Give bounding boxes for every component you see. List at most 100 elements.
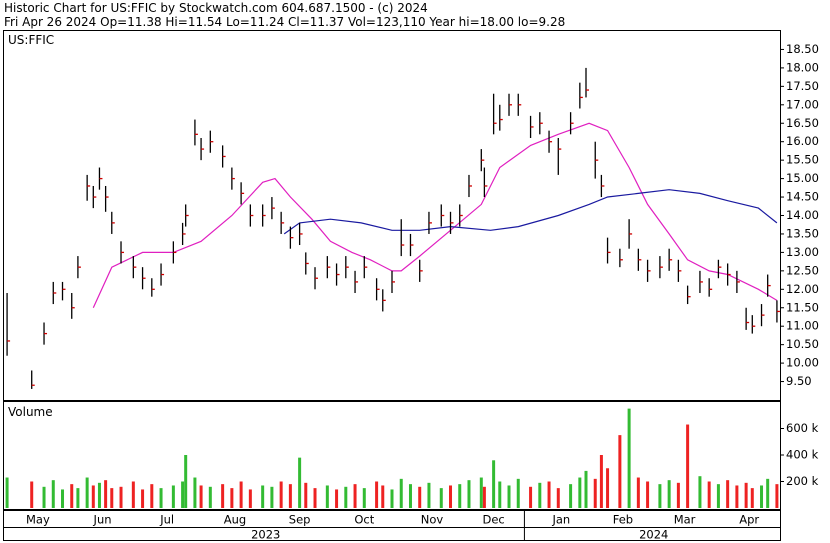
y-tick-label: 17.50 bbox=[786, 79, 819, 93]
volume-label: Volume bbox=[8, 405, 53, 419]
header-line: Fri Apr 26 2024 Op=11.38 Hi=11.54 Lo=11.… bbox=[4, 15, 565, 29]
y-tick-label: 15.00 bbox=[786, 171, 819, 185]
volume-bar bbox=[627, 408, 631, 508]
volume-bar bbox=[91, 485, 95, 508]
volume-bar bbox=[248, 489, 252, 508]
x-tick-label: Apr bbox=[739, 513, 759, 527]
volume-bar bbox=[184, 455, 188, 508]
volume-bar bbox=[427, 482, 431, 508]
y-tick-label: 18.50 bbox=[786, 42, 819, 56]
date-axis bbox=[3, 510, 781, 541]
y-tick-label: 12.50 bbox=[786, 263, 819, 277]
volume-bar bbox=[584, 470, 588, 508]
volume-bar bbox=[61, 489, 65, 508]
volume-bar bbox=[344, 486, 348, 508]
x-tick-label: Mar bbox=[674, 513, 696, 527]
y-tick-label: 12.00 bbox=[786, 282, 819, 296]
x-tick-label: Sep bbox=[289, 513, 311, 527]
volume-bar bbox=[408, 484, 412, 508]
volume-bar bbox=[569, 484, 573, 508]
volume-bar bbox=[97, 482, 101, 508]
volume-bar bbox=[599, 455, 603, 508]
volume-bar bbox=[313, 488, 317, 508]
y-tick-label: 11.50 bbox=[786, 300, 819, 314]
x-tick-label: Dec bbox=[482, 513, 504, 527]
volume-bar bbox=[449, 485, 453, 508]
y-tick-label: 11.00 bbox=[786, 319, 819, 333]
volume-bar bbox=[110, 488, 114, 508]
y-tick-label: 13.50 bbox=[786, 226, 819, 240]
volume-bar bbox=[141, 489, 145, 508]
volume-bar bbox=[766, 478, 770, 508]
x-tick-label: Jun bbox=[93, 513, 112, 527]
volume-bar bbox=[646, 481, 650, 508]
volume-bar bbox=[221, 484, 225, 508]
volume-bar bbox=[51, 480, 55, 508]
volume-bar bbox=[76, 488, 80, 508]
volume-bar bbox=[735, 485, 739, 508]
volume-bar bbox=[390, 489, 394, 508]
y-tick-label: 200 k bbox=[786, 474, 819, 488]
volume-bar bbox=[618, 435, 622, 508]
x-tick-label: Feb bbox=[613, 513, 633, 527]
volume-bar bbox=[42, 486, 46, 508]
volume-bar bbox=[335, 489, 339, 508]
y-tick-label: 400 k bbox=[786, 448, 819, 462]
volume-bar bbox=[150, 484, 154, 508]
moving-average bbox=[92, 122, 778, 309]
moving-average bbox=[283, 189, 778, 235]
volume-bar bbox=[686, 424, 690, 508]
volume-bar bbox=[304, 482, 308, 508]
header-line: Historic Chart for US:FFIC by Stockwatch… bbox=[4, 1, 428, 15]
volume-bar bbox=[288, 484, 292, 508]
volume-bar bbox=[375, 481, 379, 508]
volume-bar bbox=[458, 484, 462, 508]
y-tick-label: 9.50 bbox=[786, 374, 812, 388]
volume-bar bbox=[30, 481, 34, 508]
volume-bar bbox=[325, 485, 329, 508]
volume-bar bbox=[418, 486, 422, 508]
volume-bar bbox=[119, 486, 123, 508]
y-tick-label: 10.50 bbox=[786, 337, 819, 351]
volume-bar bbox=[667, 480, 671, 508]
volume-bar bbox=[70, 484, 74, 508]
volume-bar bbox=[199, 485, 203, 508]
y-tick-label: 18.00 bbox=[786, 60, 819, 74]
x-tick-label: Nov bbox=[421, 513, 444, 527]
volume-bar bbox=[698, 476, 702, 508]
volume-bar bbox=[760, 485, 764, 508]
volume-bar bbox=[516, 478, 520, 508]
volume-bar bbox=[159, 488, 163, 508]
volume-bar bbox=[479, 477, 483, 508]
volume-bar bbox=[381, 485, 385, 508]
volume-bar bbox=[492, 460, 496, 508]
volume-bar bbox=[279, 481, 283, 508]
volume-bar bbox=[716, 484, 720, 508]
x-tick-label: Jul bbox=[159, 513, 174, 527]
symbol-label: US:FFIC bbox=[8, 33, 54, 47]
volume-bar bbox=[538, 482, 542, 508]
y-tick-label: 15.50 bbox=[786, 153, 819, 167]
volume-bar bbox=[636, 477, 640, 508]
y-tick-label: 10.00 bbox=[786, 356, 819, 370]
volume-bar bbox=[104, 480, 108, 508]
x-tick-label: Oct bbox=[354, 513, 374, 527]
volume-bar bbox=[606, 468, 610, 508]
volume-bar bbox=[298, 457, 302, 508]
volume-bar bbox=[261, 485, 265, 508]
volume-bar bbox=[744, 482, 748, 508]
year-label: 2023 bbox=[251, 528, 280, 542]
volume-bar bbox=[593, 478, 597, 508]
volume-bar bbox=[750, 488, 754, 508]
volume-bar bbox=[726, 480, 730, 508]
y-tick-label: 14.50 bbox=[786, 190, 819, 204]
volume-bar bbox=[171, 485, 175, 508]
volume-bar bbox=[131, 481, 135, 508]
y-tick-label: 14.00 bbox=[786, 208, 819, 222]
y-tick-label: 13.00 bbox=[786, 245, 819, 259]
volume-bar bbox=[362, 488, 366, 508]
y-tick-label: 16.00 bbox=[786, 134, 819, 148]
y-tick-label: 17.00 bbox=[786, 97, 819, 111]
